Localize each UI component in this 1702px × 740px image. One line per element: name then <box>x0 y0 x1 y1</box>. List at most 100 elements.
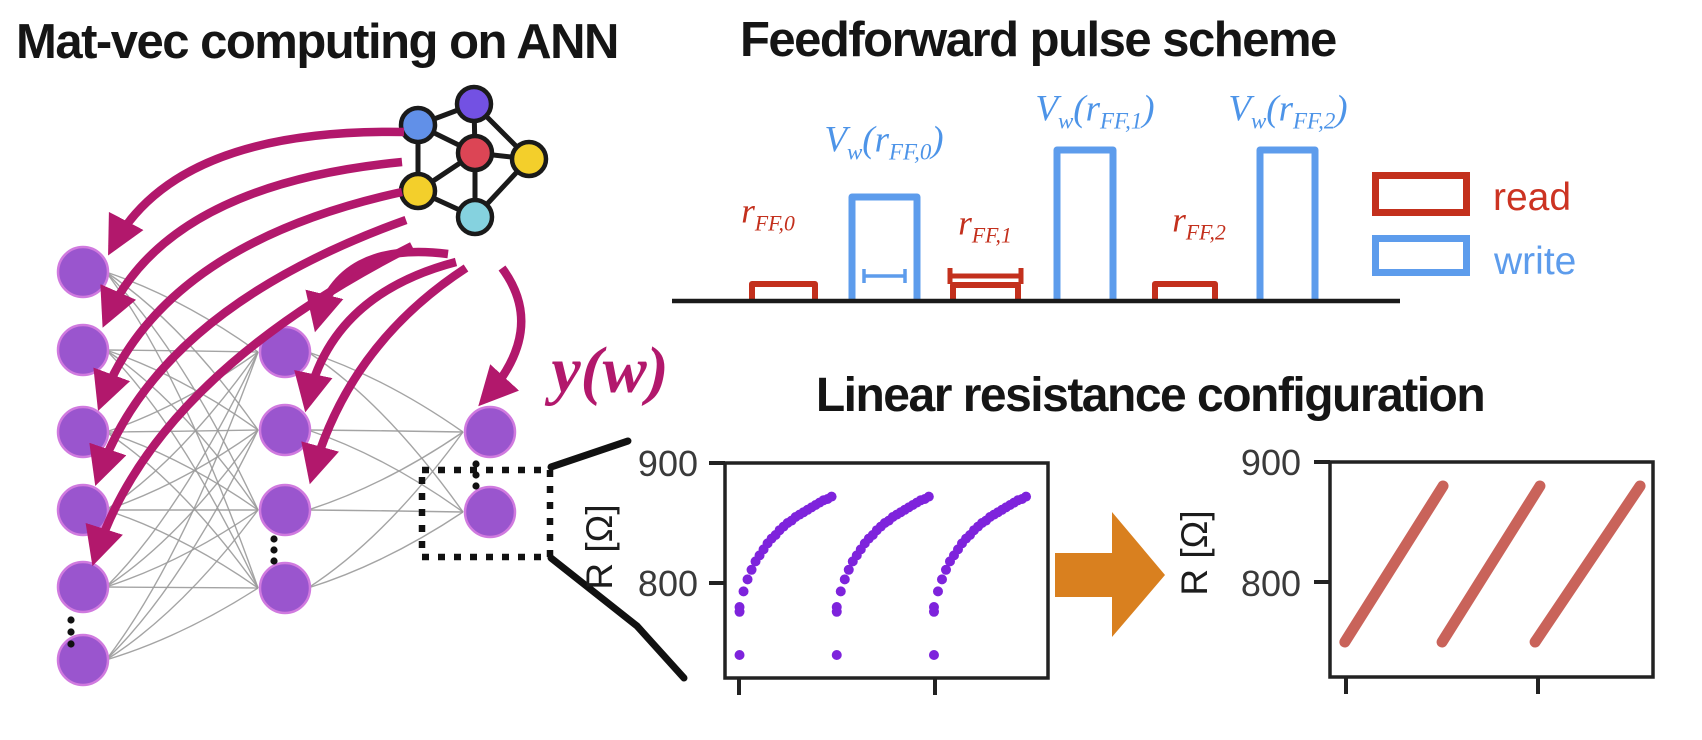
mat-vec-arrow <box>89 215 408 487</box>
mat-vec-arrow <box>85 242 414 567</box>
ellipsis-dot <box>270 535 278 543</box>
ann-node <box>258 483 312 537</box>
read-pulse <box>1152 281 1218 303</box>
icon-node-purple <box>454 84 494 124</box>
title-mat-vec: Mat-vec computing on ANN <box>16 15 619 69</box>
scatter-point <box>936 574 947 585</box>
ann-edge <box>307 509 464 513</box>
ann-edge <box>105 351 259 661</box>
linear-ramp <box>1436 480 1546 648</box>
ann-edge <box>105 429 259 588</box>
right-plot-ylabel: R [Ω] <box>1174 510 1215 596</box>
scatter-point <box>742 574 753 585</box>
ellipsis-dot <box>472 482 480 490</box>
transform-arrow <box>1055 512 1165 637</box>
mat-vec-arrow <box>108 127 405 256</box>
ann-edge <box>105 349 259 589</box>
ellipsis-dot <box>67 640 75 648</box>
mat-vec-arrow <box>305 247 449 333</box>
ellipsis-dot <box>67 628 75 636</box>
pulse-label: rFF,1 <box>958 203 1012 248</box>
ellipsis-dot <box>67 616 75 624</box>
mat-vec-arrow <box>294 257 458 413</box>
ann-edge <box>307 431 464 589</box>
mat-vec-arrow <box>100 157 403 328</box>
scatter-point <box>923 491 934 502</box>
ann-node <box>463 405 517 459</box>
scatter-point <box>940 564 951 575</box>
ann-node <box>56 483 110 537</box>
pulse-label: Vw(rFF,0) <box>824 119 944 165</box>
pulse-label: rFF,0 <box>741 191 795 236</box>
scatter-point <box>1021 491 1032 502</box>
ellipsis-dots <box>67 460 480 648</box>
mat-vec-arrow <box>93 187 403 411</box>
title-pulse-scheme: Feedforward pulse scheme <box>740 13 1337 67</box>
scatter-point <box>839 574 850 585</box>
write-pulse <box>1053 146 1117 303</box>
scatter-point <box>932 586 943 597</box>
pulse-diagram <box>672 146 1400 304</box>
scatter-point <box>843 564 854 575</box>
read-pulse <box>950 282 1021 303</box>
icon-node-cyan <box>455 197 495 237</box>
ann-edge <box>105 509 259 589</box>
right-plot-ytick-900: 900 <box>1240 442 1301 483</box>
ann-node <box>463 485 517 539</box>
ann-node <box>56 633 110 687</box>
scatter-point <box>928 650 939 660</box>
ann-nodes <box>56 245 517 687</box>
pulse-label: Vw(rFF,2) <box>1228 88 1348 134</box>
icon-node-blue <box>398 105 438 145</box>
ann-node <box>56 323 110 377</box>
ann-node <box>258 561 312 615</box>
title-linear-resistance: Linear resistance configuration <box>815 369 1486 422</box>
scatter-point <box>831 602 842 612</box>
linear-ramp <box>1529 480 1646 648</box>
right-plot-ytick-800: 800 <box>1240 563 1301 604</box>
ann-node <box>56 560 110 614</box>
plot-frame <box>723 461 1050 680</box>
icon-node-red <box>455 133 495 173</box>
ann-edge <box>105 429 259 661</box>
pulse-label: rFF,2 <box>1172 200 1226 245</box>
legend-write-label: write <box>1494 240 1577 283</box>
scatter-point <box>826 491 837 502</box>
ann-edge <box>105 587 259 661</box>
icon-node-yellow-left <box>398 171 438 211</box>
ann-edge <box>307 511 464 589</box>
ann-edge <box>105 351 259 588</box>
left-plot-ylabel: R [Ω] <box>579 504 620 590</box>
scatter-point <box>734 602 745 612</box>
ann-node <box>56 405 110 459</box>
legend-read-swatch <box>1372 172 1470 216</box>
write-pulse <box>848 193 921 303</box>
scatter-point <box>831 650 842 660</box>
ann-edge <box>105 509 259 588</box>
linear-ramp <box>1339 480 1449 648</box>
zoom-leader-bottom <box>547 554 688 682</box>
ann-edge <box>105 429 259 511</box>
mat-vec-arrow <box>301 264 469 485</box>
scatter-point <box>734 650 745 660</box>
ann-node <box>258 403 312 457</box>
pulse-label: Vw(rFF,1) <box>1035 88 1155 134</box>
resistance-plots <box>709 460 1655 695</box>
read-pulse <box>749 281 818 303</box>
left-plot-ytick-900: 900 <box>637 443 698 484</box>
ellipsis-dot <box>270 557 278 565</box>
ann-edge <box>307 431 464 511</box>
transform-arrow-icon <box>1055 512 1165 637</box>
zoom-leader-top <box>547 437 632 471</box>
zoom-box <box>418 466 554 561</box>
ann-node <box>56 245 110 299</box>
ann-node <box>258 325 312 379</box>
legend-read-label: read <box>1493 176 1572 219</box>
zoom-callout <box>418 437 688 682</box>
write-pulse <box>1256 146 1319 303</box>
ann-edge <box>105 271 259 353</box>
scatter-point <box>928 602 939 612</box>
left-plot-ytick-800: 800 <box>637 563 698 604</box>
